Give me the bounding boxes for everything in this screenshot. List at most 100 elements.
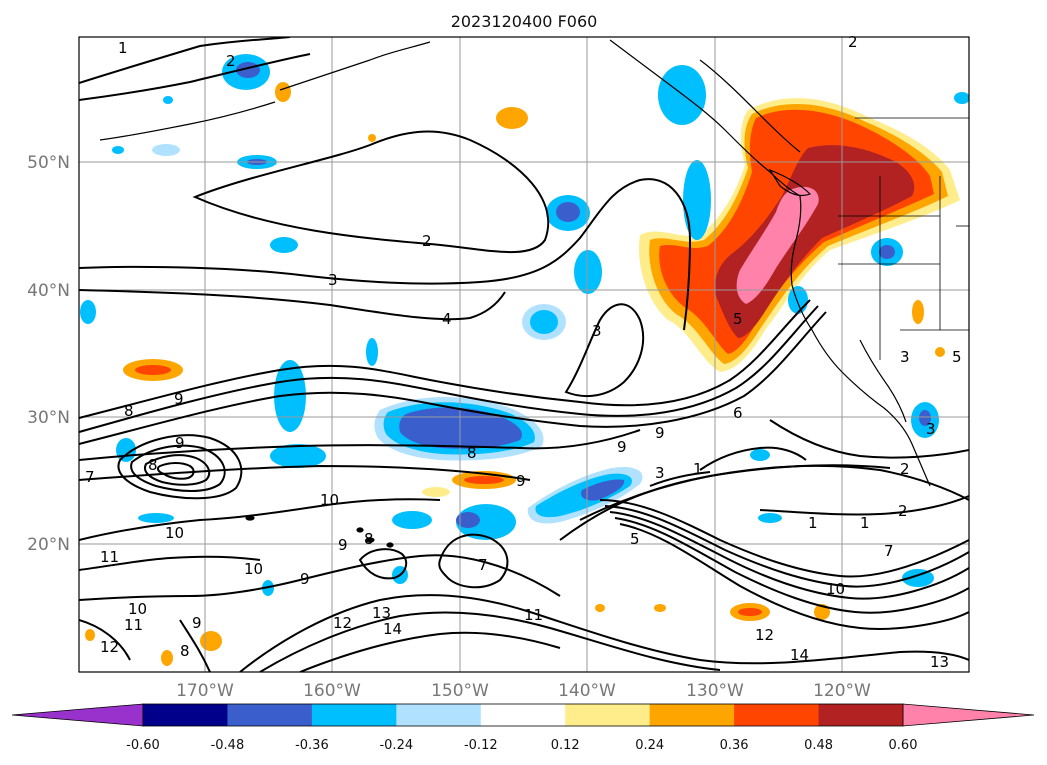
contour-label: 9: [617, 438, 627, 456]
contour-label: 10: [244, 560, 263, 578]
colorbar-max-extension: [902, 703, 1035, 727]
contour-label: 3: [592, 322, 602, 340]
warm-blob: [595, 604, 605, 612]
colorbar-label: 0.24: [635, 738, 664, 753]
colorbar-bin: [227, 704, 313, 726]
contour-label: 2: [900, 460, 910, 478]
contour-label: 1: [118, 39, 128, 57]
contour-label: 10: [165, 524, 184, 542]
cool-blob: [954, 92, 969, 104]
colorbar-bin: [565, 704, 651, 726]
warm-blob: [654, 604, 666, 612]
contour-label: 9: [655, 424, 665, 442]
contour-label: 2: [422, 232, 432, 250]
warm-plume-pink: [736, 186, 819, 304]
warm-blob: [464, 476, 504, 484]
map-title: 2023120400 F060: [451, 12, 598, 31]
contour-label: 3: [926, 420, 936, 438]
colorbar-label: 0.48: [804, 738, 833, 753]
contour-label: 8: [467, 444, 477, 462]
coastlines: [99, 39, 969, 548]
graticule: [79, 37, 969, 672]
warm-blob: [135, 365, 171, 375]
contour-label: 5: [952, 348, 962, 366]
contour-label: 10: [128, 600, 147, 618]
colorbar-label: -0.36: [295, 738, 329, 753]
lat-label: 50°N: [27, 153, 70, 173]
cool-blob: [902, 569, 934, 587]
cool-blob: [270, 444, 326, 468]
lon-label: 150°W: [431, 681, 489, 701]
cool-blob: [152, 144, 180, 156]
contour-label: 11: [100, 548, 119, 566]
cool-blob: [658, 65, 706, 125]
contour-label: 3: [900, 348, 910, 366]
contour-label: 9: [174, 390, 184, 408]
contour-label: 1: [693, 460, 703, 478]
contour-label: 8: [364, 530, 374, 548]
lat-label: 30°N: [27, 408, 70, 428]
colorbar-label: -0.24: [379, 738, 413, 753]
cool-patch-blue: [399, 407, 522, 449]
lon-label: 140°W: [558, 681, 616, 701]
warm-blob: [368, 134, 376, 142]
longitude-axis: 170°W 160°W 150°W 140°W 130°W 120°W: [176, 681, 871, 701]
contour-label: 13: [372, 604, 391, 622]
cool-blob: [80, 300, 96, 324]
contour-label: 9: [338, 536, 348, 554]
colorbar-bins: [143, 704, 904, 726]
colorbar-label: 0.12: [551, 738, 580, 753]
colorbar-label: -0.60: [126, 738, 160, 753]
colorbar-label: -0.12: [464, 738, 498, 753]
contour-label: 9: [300, 570, 310, 588]
contour-label: 3: [328, 271, 338, 289]
contour-label: 10: [320, 491, 339, 509]
lon-label: 130°W: [686, 681, 744, 701]
cool-blob: [556, 202, 580, 222]
colorbar-bin: [396, 704, 482, 726]
contour-label: 14: [790, 646, 809, 664]
contour-label: 7: [478, 556, 488, 574]
contour-label: 9: [516, 472, 526, 490]
cool-blob: [163, 96, 173, 104]
warm-blob: [200, 631, 222, 651]
contour-label: 2: [848, 33, 858, 51]
contour-label: 4: [442, 310, 452, 328]
contour-label: 12: [100, 638, 119, 656]
contour-label: 14: [383, 620, 402, 638]
cool-blob: [270, 237, 298, 253]
contour-label: 11: [524, 606, 543, 624]
colorbar-bin: [143, 704, 228, 726]
colorbar-outline: [142, 703, 904, 727]
warm-blob: [161, 650, 173, 666]
cool-blob: [112, 146, 124, 154]
cool-blob: [683, 160, 711, 240]
colorbar-bin: [649, 704, 735, 726]
warm-blob: [422, 487, 450, 497]
contour-label: 13: [930, 653, 949, 671]
colorbar-label: -0.48: [211, 738, 245, 753]
cool-blob: [456, 512, 480, 528]
cool-blob: [758, 513, 782, 523]
warm-blob: [496, 107, 528, 129]
cool-blob: [392, 511, 432, 529]
contour-label: 2: [226, 52, 236, 70]
cool-blob: [274, 360, 306, 432]
contour-label: 5: [630, 530, 640, 548]
warm-blob: [85, 629, 95, 641]
contour-label: 5: [733, 310, 743, 328]
colorbar-tick-labels: -0.60 -0.48 -0.36 -0.24 -0.12 0.12 0.24 …: [126, 738, 917, 753]
lon-label: 120°W: [813, 681, 871, 701]
warm-blob: [912, 300, 924, 324]
contour-label: 8: [148, 456, 158, 474]
cool-blob: [138, 513, 174, 523]
lon-label: 170°W: [176, 681, 234, 701]
contour-label: 10: [826, 580, 845, 598]
cool-blob: [366, 338, 378, 366]
contour-label: 9: [192, 614, 202, 632]
warm-blob: [935, 347, 945, 357]
cool-blob: [530, 310, 558, 334]
contour-label: 9: [175, 434, 185, 452]
colorbar: -0.60 -0.48 -0.36 -0.24 -0.12 0.12 0.24 …: [11, 703, 1035, 753]
